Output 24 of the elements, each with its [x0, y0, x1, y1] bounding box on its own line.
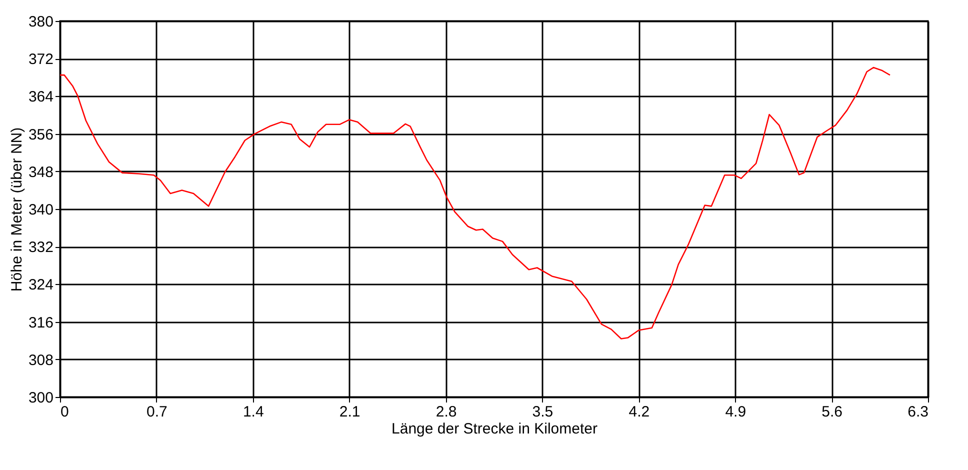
y-tick-label: 380	[28, 14, 54, 30]
y-tick-label: 372	[28, 51, 54, 68]
y-tick-label: 364	[28, 88, 54, 106]
y-tick-label: 356	[28, 126, 54, 144]
x-axis-title: Länge der Strecke in Kilometer	[392, 420, 598, 438]
x-tick-label: 5.6	[822, 404, 842, 420]
x-tick-label: 0	[60, 404, 69, 420]
x-tick-label: 4.2	[628, 404, 650, 420]
y-tick-label: 316	[28, 314, 54, 332]
y-tick-label: 348	[28, 164, 54, 181]
x-tick-label: 2.1	[339, 404, 360, 420]
y-tick-label: 340	[28, 202, 54, 218]
y-tick-label: 308	[28, 352, 54, 369]
y-tick-label: 332	[28, 239, 54, 256]
x-tick-label: 1.4	[242, 404, 264, 420]
x-tick-label: 2.8	[436, 404, 457, 420]
line-series	[59, 66, 891, 340]
y-axis-title: Höhe in Meter (über NN)	[8, 127, 26, 292]
x-tick-label: 0.7	[146, 404, 168, 420]
x-tick-label: 4.9	[725, 404, 746, 420]
y-tick-label: 300	[28, 390, 54, 406]
x-tick-label: 6.3	[908, 404, 928, 420]
x-tick-label: 3.5	[532, 404, 554, 420]
y-tick-label: 324	[28, 276, 54, 294]
